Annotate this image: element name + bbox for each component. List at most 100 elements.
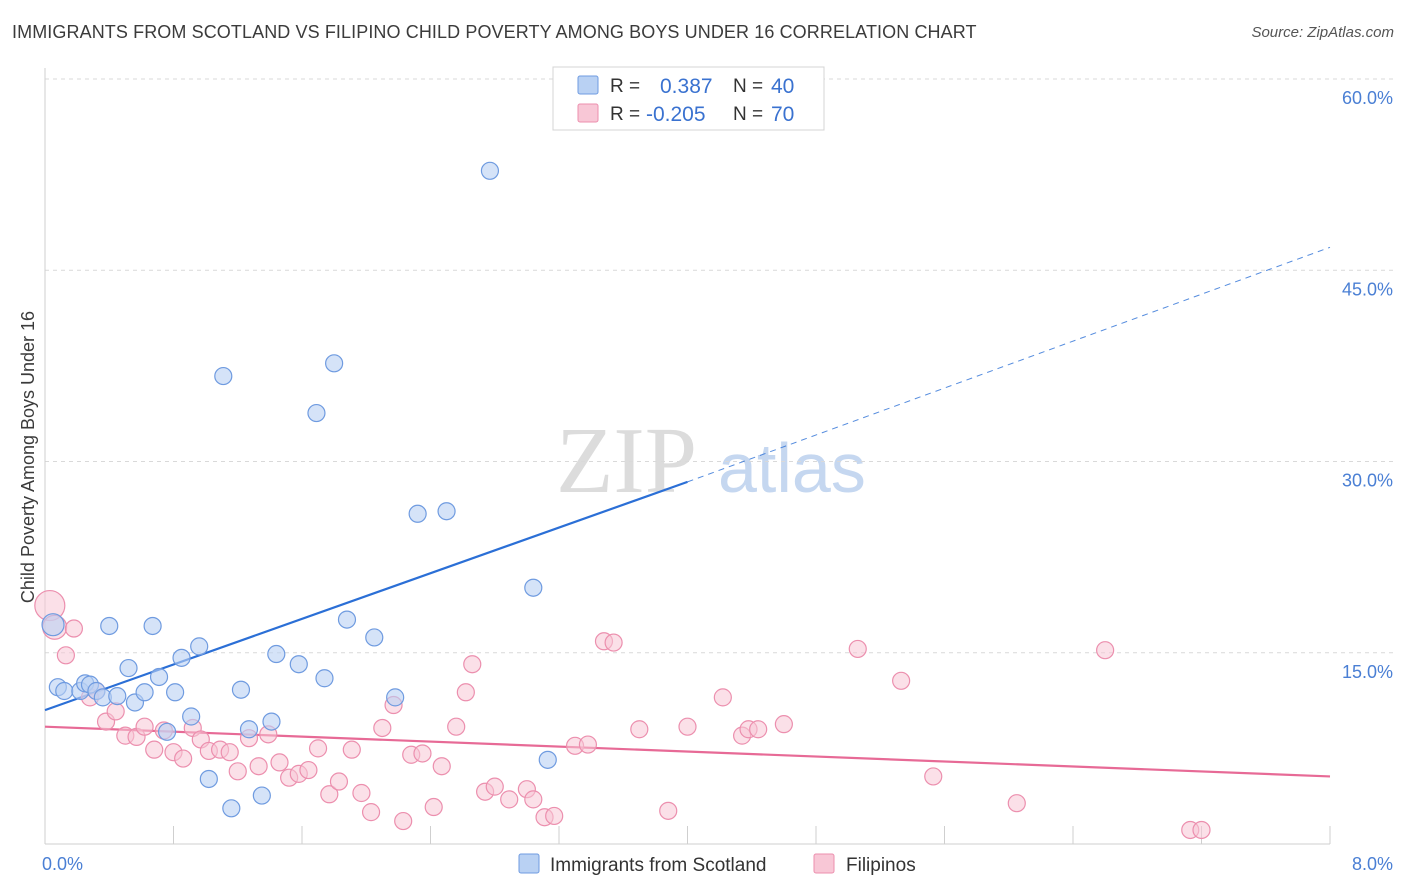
scotland-point-16 xyxy=(166,683,185,702)
filipino-point-29 xyxy=(320,785,339,804)
scotland-point-10 xyxy=(119,658,138,678)
filipino-point-40 xyxy=(432,757,451,776)
scotland-point-33 xyxy=(365,628,384,647)
filipino-point-64 xyxy=(892,671,911,690)
scotland-point-0 xyxy=(41,613,65,637)
legend-r-value-2: -0.205 xyxy=(646,103,706,126)
filipino-point-67 xyxy=(1096,641,1115,660)
legend-n-label-2: N = xyxy=(733,104,763,125)
filipino-point-55 xyxy=(630,720,649,739)
scotland-point-29 xyxy=(307,403,326,423)
filipino-point-38 xyxy=(413,744,432,763)
watermark-zip: ZIP xyxy=(556,409,697,513)
scotland-point-26 xyxy=(262,712,281,731)
y-tick-label-0: 15.0% xyxy=(1342,662,1393,682)
filipino-point-48 xyxy=(524,790,543,809)
scotland-point-12 xyxy=(135,683,154,702)
filipino-point-39 xyxy=(424,797,443,817)
filipino-point-33 xyxy=(361,803,381,822)
filipino-point-34 xyxy=(373,718,392,738)
filipino-point-61 xyxy=(749,720,768,739)
filipino-point-63 xyxy=(848,639,867,659)
filipino-point-56 xyxy=(659,801,678,820)
bottom-swatch-filipinos xyxy=(813,853,835,874)
filipino-point-14 xyxy=(174,749,193,768)
chart-title: IMMIGRANTS FROM SCOTLAND VS FILIPINO CHI… xyxy=(12,22,977,42)
filipino-point-62 xyxy=(774,715,793,734)
bottom-legend-filipinos: Filipinos xyxy=(846,855,916,876)
filipino-point-65 xyxy=(924,767,943,786)
scotland-point-24 xyxy=(239,720,259,739)
scotland-point-21 xyxy=(214,366,233,386)
legend-r-value-1: 0.387 xyxy=(660,75,713,98)
watermark-atlas: atlas xyxy=(718,429,866,507)
tick-labels: 15.0% 30.0% 45.0% 60.0% 0.0% 8.0% xyxy=(42,88,1393,874)
bottom-swatch-scotland xyxy=(518,853,540,874)
filipino-point-24 xyxy=(270,753,289,772)
filipino-point-19 xyxy=(220,743,239,762)
y-tick-label-3: 60.0% xyxy=(1342,88,1393,108)
filipino-point-58 xyxy=(713,688,732,707)
filipino-point-2 xyxy=(56,646,75,665)
axes xyxy=(44,68,1331,845)
filipino-point-20 xyxy=(228,762,247,781)
filipino-point-57 xyxy=(678,717,697,736)
correlation-legend: R = 0.387 N = 40 R = -0.205 N = 70 xyxy=(552,66,825,131)
scotland-point-31 xyxy=(325,354,344,373)
scotland-point-36 xyxy=(437,502,456,521)
filipino-point-28 xyxy=(308,739,328,758)
filipino-point-45 xyxy=(485,777,504,796)
scotland-point-15 xyxy=(157,722,177,741)
filipino-point-42 xyxy=(456,683,475,702)
scotland-point-39 xyxy=(538,750,557,769)
filipino-point-31 xyxy=(342,740,361,759)
y-tick-label-2: 45.0% xyxy=(1342,279,1393,299)
scotland-point-34 xyxy=(386,688,405,707)
scotland-point-22 xyxy=(222,799,241,818)
scotland-trend-extension xyxy=(687,246,1331,483)
scotland-point-14 xyxy=(149,667,169,687)
legend-n-label-1: N = xyxy=(733,76,763,97)
legend-r-label-2: R = xyxy=(610,104,640,125)
legend-n-value-1: 40 xyxy=(771,75,794,98)
x-tick-label-0: 0.0% xyxy=(42,854,83,874)
filipino-point-52 xyxy=(578,735,598,754)
legend-r-label-1: R = xyxy=(610,76,640,97)
filipino-point-3 xyxy=(64,619,84,638)
series-legend: Immigrants from Scotland Filipinos xyxy=(518,853,916,876)
filipino-point-41 xyxy=(447,717,466,736)
scotland-point-18 xyxy=(182,707,201,726)
filipino-point-27 xyxy=(299,760,318,780)
scotland-point-35 xyxy=(408,504,427,523)
scotland-point-32 xyxy=(337,610,357,629)
filipino-point-22 xyxy=(249,757,268,776)
filipino-point-11 xyxy=(145,740,164,759)
scotland-point-38 xyxy=(524,578,543,597)
filipino-point-36 xyxy=(394,811,413,831)
scotland-point-37 xyxy=(480,161,500,180)
bottom-legend-scotland: Immigrants from Scotland xyxy=(550,855,766,876)
scotland-point-25 xyxy=(252,786,271,805)
y-axis-label: Child Poverty Among Boys Under 16 xyxy=(18,311,38,603)
filipino-point-46 xyxy=(500,790,519,809)
scotland-point-17 xyxy=(172,648,191,667)
scotland-point-8 xyxy=(100,616,119,636)
scotland-point-13 xyxy=(143,616,162,636)
filipino-point-50 xyxy=(545,806,564,826)
filipino-point-69 xyxy=(1192,820,1211,840)
scotland-point-28 xyxy=(289,655,308,674)
filipino-trend-line xyxy=(44,725,1331,778)
filipino-point-43 xyxy=(463,655,482,674)
scotland-point-20 xyxy=(199,769,218,789)
scotland-point-2 xyxy=(55,681,74,701)
gridlines xyxy=(45,78,1395,654)
y-tick-label-1: 30.0% xyxy=(1342,471,1393,491)
filipino-point-32 xyxy=(352,783,371,803)
source-credit: Source: ZipAtlas.com xyxy=(1251,24,1394,41)
scotland-point-30 xyxy=(315,669,334,688)
data-points xyxy=(34,161,1211,840)
filipino-point-10 xyxy=(135,717,154,736)
filipino-point-54 xyxy=(604,633,623,652)
scotland-point-9 xyxy=(108,686,127,706)
